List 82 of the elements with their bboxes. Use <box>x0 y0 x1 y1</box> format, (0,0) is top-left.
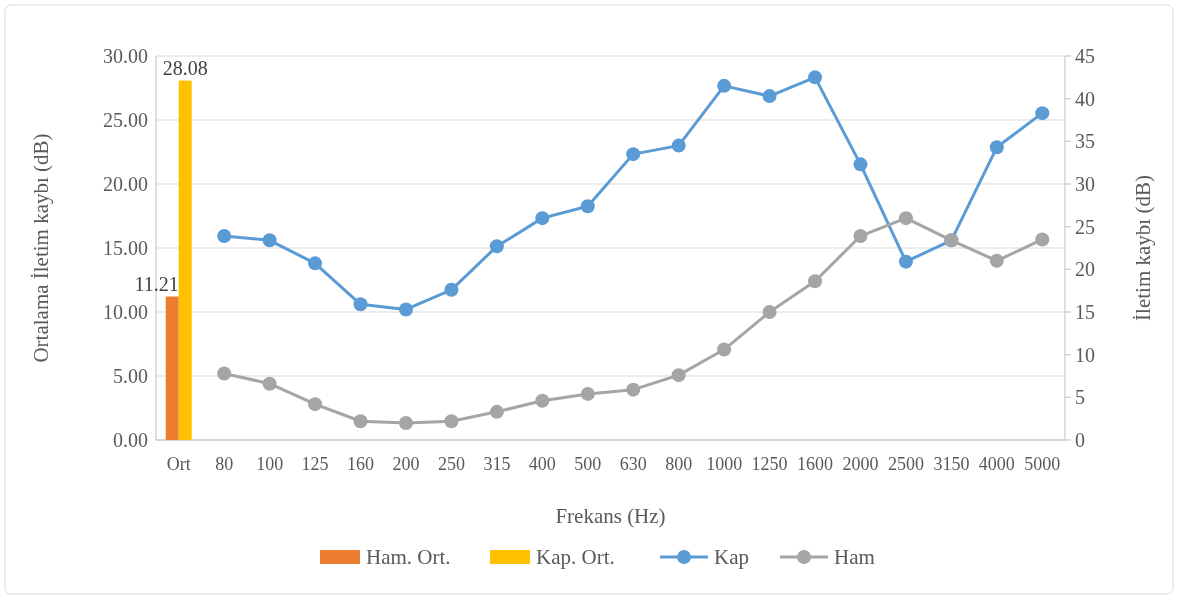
y2-tick-label: 20 <box>1075 258 1095 281</box>
point <box>580 199 595 214</box>
y-tick-label: 10.00 <box>103 301 148 323</box>
legend-label: Ham. Ort. <box>366 545 451 570</box>
point <box>535 211 550 226</box>
point <box>762 305 777 319</box>
point <box>989 140 1004 155</box>
y2-tick-label: 40 <box>1075 87 1095 110</box>
y2-tick-label: 35 <box>1075 130 1095 153</box>
x-axis-title: Frekans (Hz) <box>555 504 666 528</box>
x-tick-label: 2000 <box>842 454 879 474</box>
x-tick-label: 800 <box>665 454 693 474</box>
y-tick-label: 25.00 <box>103 109 148 131</box>
x-tick-label: 100 <box>256 454 284 474</box>
y2-axis-title: İletim kaybı (dB) <box>1131 175 1155 321</box>
point <box>808 70 823 85</box>
point <box>353 297 368 312</box>
point <box>398 302 413 317</box>
point <box>717 342 732 357</box>
x-tick-label: 80 <box>215 454 234 474</box>
point <box>898 211 913 226</box>
y2-tick-label: 45 <box>1075 45 1095 67</box>
point <box>262 233 277 248</box>
x-tick-label: 630 <box>619 454 647 474</box>
point <box>671 138 686 153</box>
y2-tick-label: 5 <box>1075 386 1085 409</box>
point <box>535 393 550 408</box>
point <box>444 414 459 429</box>
x-tick-label: 1000 <box>706 454 743 474</box>
data-label: 11.21 <box>134 272 179 295</box>
point <box>489 404 504 419</box>
point <box>1035 106 1050 121</box>
point <box>1035 232 1050 247</box>
x-tick-label: 1600 <box>797 454 834 474</box>
point <box>444 282 459 297</box>
y2-tick-label: 30 <box>1075 173 1095 195</box>
point <box>308 256 323 271</box>
y2-tick-label: 15 <box>1075 301 1095 323</box>
x-tick-label: 315 <box>483 454 511 474</box>
point <box>671 368 686 383</box>
point <box>353 414 368 429</box>
y2-tick-label: 10 <box>1075 343 1095 366</box>
point <box>580 386 595 401</box>
y2-tick-label: 25 <box>1075 215 1095 238</box>
point <box>217 366 232 381</box>
point <box>217 229 232 244</box>
point <box>762 89 777 104</box>
point <box>853 229 868 244</box>
point <box>898 254 913 269</box>
point <box>717 78 732 93</box>
legend-label: Ham <box>834 545 875 570</box>
y-tick-label: 5.00 <box>113 365 148 387</box>
y-tick-label: 30.00 <box>103 45 148 67</box>
x-tick-label: 4000 <box>978 454 1015 474</box>
data-label: 28.08 <box>162 56 208 79</box>
legend-label: Kap <box>714 545 749 570</box>
point <box>626 382 641 397</box>
x-tick-label: 3150 <box>933 454 970 474</box>
point <box>626 147 641 162</box>
x-tick-label: 160 <box>347 454 375 474</box>
y-tick-label: 0.00 <box>113 429 148 451</box>
x-tick-label: 1250 <box>751 454 788 474</box>
point <box>808 274 823 289</box>
y-axis-title: Ortalama İletim kaybı (dB) <box>29 133 53 363</box>
point <box>989 253 1004 268</box>
y2-tick-label: 0 <box>1075 429 1085 451</box>
point <box>308 397 323 412</box>
x-tick-label: 5000 <box>1024 454 1061 474</box>
x-tick-label: 125 <box>301 454 329 474</box>
x-tick-label: 2500 <box>887 454 924 474</box>
point <box>398 415 413 430</box>
point <box>489 239 504 254</box>
point <box>262 376 277 391</box>
x-tick-label: 200 <box>392 454 420 474</box>
x-tick-label: 400 <box>528 454 556 474</box>
y-tick-label: 20.00 <box>103 173 148 195</box>
legend-label: Kap. Ort. <box>536 545 615 570</box>
x-tick-label: 500 <box>574 454 602 474</box>
point <box>853 157 868 172</box>
x-tick-label: Ort <box>166 454 191 474</box>
x-tick-label: 250 <box>437 454 465 474</box>
y-tick-label: 15.00 <box>103 237 148 259</box>
